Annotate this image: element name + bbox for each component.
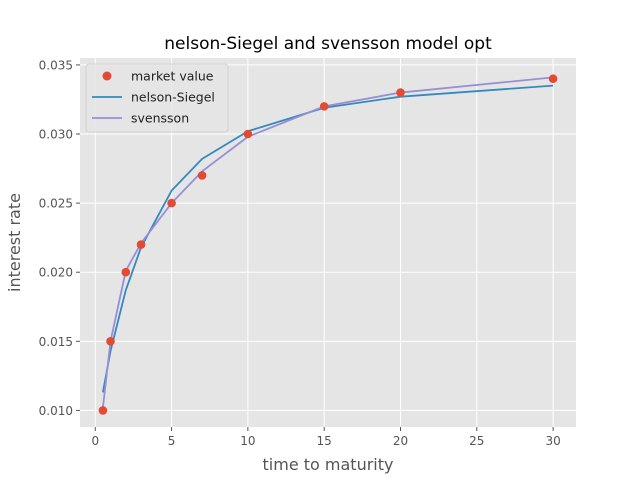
legend-label-nelson-siegel: nelson-Siegel [131, 90, 215, 105]
legend-box [85, 63, 229, 133]
y-tick-label: 0.035 [39, 58, 73, 72]
x-axis-label: time to maturity [263, 455, 394, 474]
data-point-market-value [243, 129, 253, 139]
y-tick-label: 0.020 [39, 266, 73, 280]
y-tick-label: 0.030 [39, 128, 73, 142]
x-tick-label: 20 [393, 434, 408, 448]
y-axis-ticks: 0.010 0.015 0.020 0.025 0.030 0.035 [39, 58, 80, 418]
legend-label-svensson: svensson [131, 111, 189, 126]
legend: market value nelson-Siegel svensson [85, 63, 229, 133]
legend-marker-market-value [102, 71, 112, 81]
x-axis-ticks: 0 5 10 15 20 25 30 [91, 427, 561, 448]
x-tick-label: 15 [317, 434, 332, 448]
data-point-market-value [98, 406, 108, 415]
data-point-market-value [167, 198, 176, 208]
x-tick-label: 25 [469, 434, 484, 448]
data-point-market-value [197, 171, 207, 180]
x-tick-label: 10 [240, 434, 255, 448]
data-point-market-value [548, 74, 558, 84]
data-point-market-value [396, 88, 405, 97]
x-tick-label: 30 [545, 434, 560, 448]
data-point-market-value [121, 267, 131, 277]
y-tick-label: 0.010 [39, 404, 73, 418]
x-tick-label: 5 [168, 434, 176, 448]
chart-title: nelson-Siegel and svensson model opt [164, 34, 492, 54]
series-line-svensson [101, 76, 554, 408]
y-axis-label: interest rate [5, 193, 24, 292]
data-point-market-value [319, 102, 329, 111]
y-tick-label: 0.015 [39, 335, 73, 349]
data-point-market-value [136, 240, 146, 249]
y-tick-label: 0.025 [39, 197, 73, 211]
data-point-market-value [106, 337, 115, 346]
series-line-nelson-siegel [102, 84, 554, 393]
legend-label-market-value: market value [131, 69, 214, 84]
series-layer [98, 74, 558, 415]
x-tick-label: 0 [91, 434, 99, 448]
